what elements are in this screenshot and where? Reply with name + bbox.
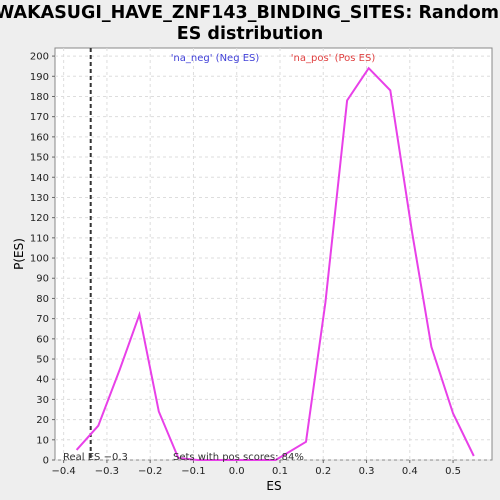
- y-tick-label: 190: [30, 72, 49, 83]
- x-tick-label: 0.3: [359, 466, 375, 477]
- y-tick-label: 0: [43, 456, 49, 467]
- y-tick-label: 40: [36, 375, 49, 386]
- chart-title-line1: WAKASUGI_HAVE_ZNF143_BINDING_SITES: Rand…: [0, 3, 499, 23]
- y-tick-label: 110: [30, 233, 49, 244]
- y-tick-label: 70: [36, 314, 49, 325]
- y-tick-label: 120: [30, 213, 49, 224]
- y-tick-label: 50: [36, 355, 49, 366]
- y-tick-label: 140: [30, 173, 49, 184]
- legend-neg-es: 'na_neg' (Neg ES): [171, 53, 260, 64]
- real-es-label: Real ES −0.3: [63, 452, 128, 463]
- x-tick-label: 0.0: [229, 466, 245, 477]
- y-tick-label: 10: [36, 435, 49, 446]
- x-tick-label: −0.4: [52, 466, 76, 477]
- y-tick-label: 160: [30, 132, 49, 143]
- legend-pos-es: 'na_pos' (Pos ES): [291, 53, 376, 64]
- plot-area: [55, 48, 492, 460]
- y-tick-label: 80: [36, 294, 49, 305]
- y-tick-label: 170: [30, 112, 49, 123]
- x-tick-label: −0.3: [95, 466, 119, 477]
- x-tick-label: 0.5: [445, 466, 461, 477]
- y-tick-label: 60: [36, 334, 49, 345]
- x-tick-label: −0.1: [181, 466, 205, 477]
- y-tick-label: 150: [30, 153, 49, 164]
- y-tick-label: 20: [36, 415, 49, 426]
- x-axis-label: ES: [266, 479, 281, 493]
- chart-title-line2: ES distribution: [177, 24, 323, 44]
- x-tick-label: 0.1: [272, 466, 288, 477]
- y-axis-label: P(ES): [12, 238, 26, 270]
- y-tick-label: 30: [36, 395, 49, 406]
- y-tick-label: 100: [30, 254, 49, 265]
- x-tick-label: 0.2: [315, 466, 331, 477]
- y-tick-label: 90: [36, 274, 49, 285]
- x-tick-label: 0.4: [402, 466, 418, 477]
- y-tick-label: 180: [30, 92, 49, 103]
- x-tick-label: −0.2: [138, 466, 162, 477]
- pos-scores-annotation: Sets with pos scores: 84%: [173, 452, 304, 463]
- y-tick-label: 130: [30, 193, 49, 204]
- y-tick-label: 200: [30, 52, 49, 63]
